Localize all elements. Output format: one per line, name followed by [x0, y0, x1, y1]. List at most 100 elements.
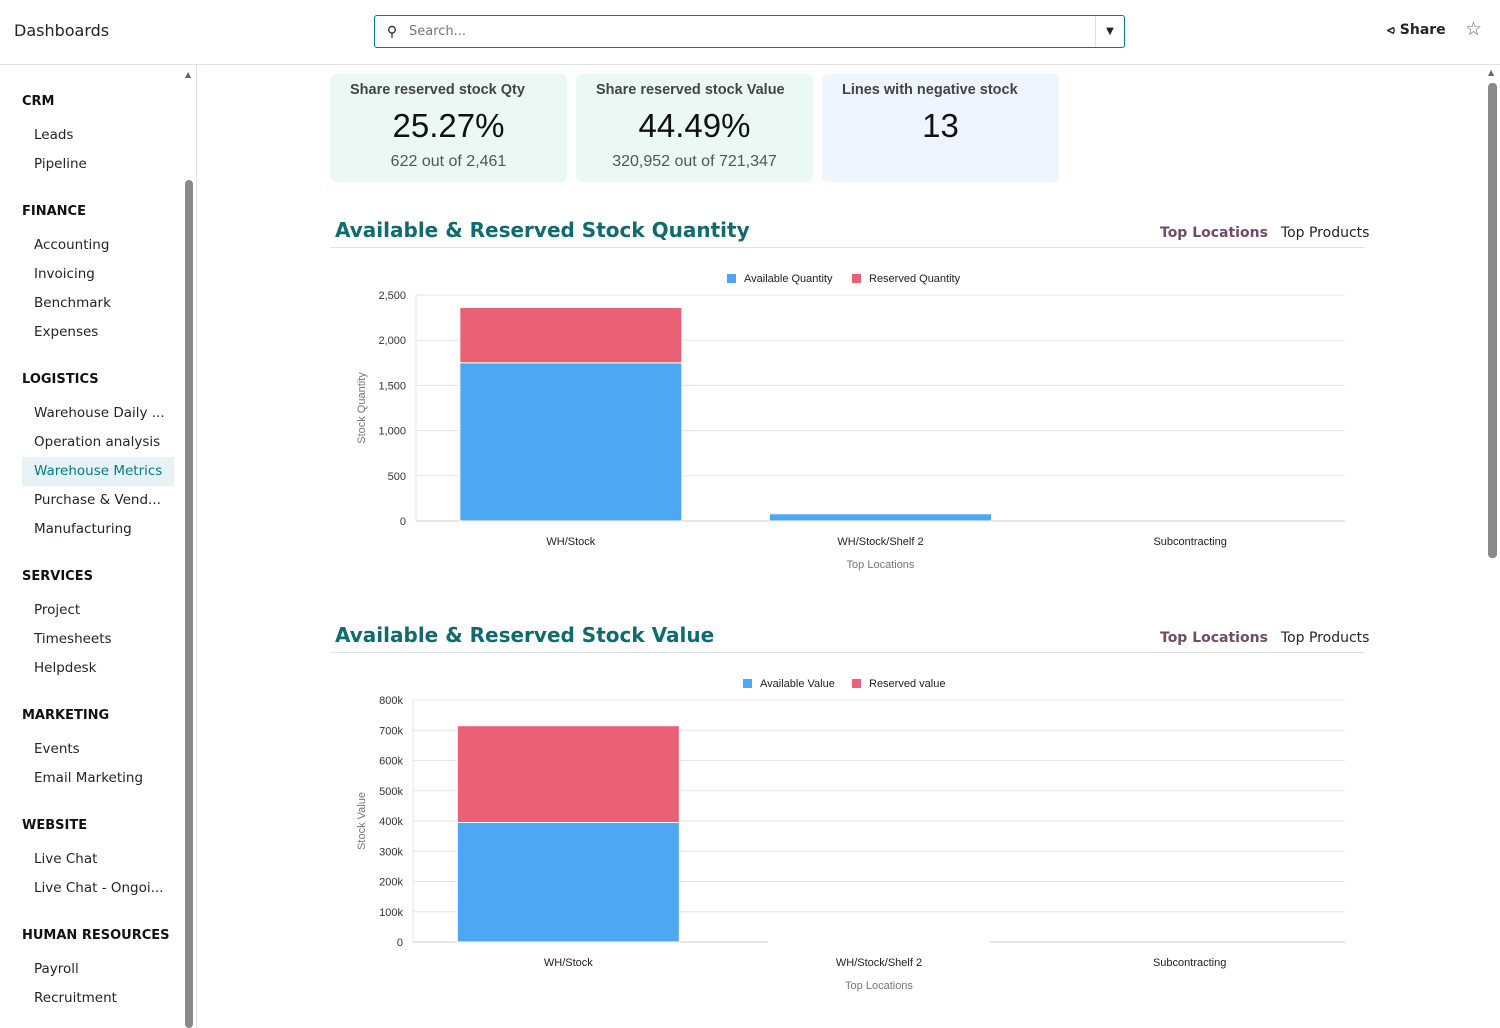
sidebar-item[interactable]: Invoicing — [34, 266, 95, 282]
legend-swatch — [852, 679, 861, 688]
sidebar-item[interactable]: Warehouse Metrics — [22, 457, 174, 486]
favorite-star-icon[interactable]: ☆ — [1465, 18, 1483, 40]
tab-top-locations[interactable]: Top Locations — [1160, 225, 1268, 241]
y-tick-label: 500k — [379, 786, 403, 798]
kpi-title: Lines with negative stock — [842, 82, 1018, 98]
sidebar-scroll-up[interactable]: ▲ — [185, 70, 192, 79]
kpi-card[interactable]: Share reserved stock Qty 25.27% 622 out of… — [330, 74, 567, 182]
search-icon: ⚲ — [386, 23, 398, 40]
x-tick-label: Subcontracting — [1153, 957, 1226, 969]
y-tick-label: 0 — [400, 516, 406, 528]
y-tick-label: 200k — [379, 877, 403, 889]
sidebar-section-header: FINANCE — [22, 204, 86, 219]
quantity-chart-tabs: Top Locations Top Products — [1160, 225, 1382, 241]
kpi-value: 44.49% — [638, 107, 751, 144]
sidebar-item[interactable]: Leads — [34, 127, 74, 143]
tab-top-products[interactable]: Top Products — [1280, 630, 1370, 646]
main-scrollbar[interactable] — [1488, 83, 1497, 558]
value-chart-tabs: Top Locations Top Products — [1160, 630, 1382, 646]
kpi-title: Share reserved stock Qty — [350, 82, 525, 98]
x-axis-label: Top Locations — [847, 559, 915, 571]
y-tick-label: 600k — [379, 756, 403, 768]
bar-available-value — [456, 822, 680, 943]
kpi-title: Share reserved stock Value — [596, 82, 785, 98]
sidebar-item[interactable]: Email Marketing — [34, 770, 144, 786]
sidebar-item[interactable]: Project — [34, 602, 81, 618]
kpi-card[interactable]: Share reserved stock Value 44.49% 320,952 … — [576, 74, 813, 182]
sidebar-item[interactable]: Warehouse Daily ... — [34, 405, 165, 421]
legend-swatch — [743, 679, 752, 688]
bar-available-quantity — [459, 362, 683, 522]
sidebar-item[interactable]: Live Chat - Ongoi... — [34, 880, 164, 896]
divider — [330, 652, 1365, 653]
y-tick-label: 2,000 — [378, 335, 406, 347]
legend-label: Available Quantity — [744, 273, 833, 285]
sidebar-item[interactable]: Helpdesk — [34, 660, 97, 676]
share-button[interactable]: ⪦ Share — [1387, 22, 1446, 38]
x-tick-label: WH/Stock/Shelf 2 — [836, 957, 922, 969]
sidebar-item[interactable]: Timesheets — [34, 631, 112, 647]
sidebar-section-header: WEBSITE — [22, 818, 88, 833]
y-axis-label: Stock Value — [356, 792, 368, 850]
legend-swatch — [852, 274, 861, 283]
main-scroll-up[interactable]: ▲ — [1488, 68, 1495, 77]
sidebar-section-header: CRM — [22, 94, 55, 109]
value-chart: 0 100k 200k 300k 400k 500k 600k 700k 800k WH/Stoc… — [356, 678, 1345, 992]
divider — [330, 247, 1365, 248]
sidebar-item[interactable]: Events — [34, 741, 80, 757]
search-box[interactable]: ⚲ ▼ — [374, 15, 1125, 48]
x-tick-label: WH/Stock/Shelf 2 — [837, 536, 923, 548]
legend-label: Reserved value — [869, 678, 945, 690]
sidebar: CRM Leads Pipeline FINANCE Accounting Invoici… — [0, 65, 197, 1028]
page-title: Dashboards — [14, 21, 110, 40]
sidebar-item[interactable]: Pipeline — [34, 156, 87, 172]
quantity-chart: 0 500 1,000 1,500 2,000 2,500 WH/Stock WH/Stock… — [356, 273, 1345, 571]
y-tick-label: 800k — [379, 695, 403, 707]
y-axis-label: Stock Quantity — [356, 372, 368, 444]
legend-label: Available Value — [760, 678, 835, 690]
y-tick-label: 100k — [379, 907, 403, 919]
sidebar-item[interactable]: Manufacturing — [34, 521, 132, 537]
sidebar-item[interactable]: Purchase & Vend... — [34, 492, 161, 508]
bar-reserved-value — [456, 725, 680, 824]
kpi-card[interactable]: Lines with negative stock 13 — [822, 74, 1059, 182]
x-tick-label: Subcontracting — [1153, 536, 1226, 548]
x-tick-label: WH/Stock — [546, 536, 595, 548]
sidebar-item[interactable]: Recruitment — [34, 990, 117, 1006]
sidebar-item[interactable]: Benchmark — [34, 295, 111, 311]
tab-top-locations[interactable]: Top Locations — [1160, 630, 1268, 646]
legend-swatch — [727, 274, 736, 283]
top-bar: Dashboards ⚲ ▼ ⪦ Share ☆ — [0, 0, 1500, 65]
y-tick-label: 300k — [379, 846, 403, 858]
y-tick-label: 700k — [379, 725, 403, 737]
kpi-subtitle: 320,952 out of 721,347 — [612, 153, 777, 170]
tab-top-products[interactable]: Top Products — [1280, 225, 1370, 241]
bar-reserved-quantity — [459, 306, 683, 364]
value-chart-title: Available & Reserved Stock Value — [335, 623, 715, 647]
y-tick-label: 1,500 — [378, 380, 406, 392]
sidebar-section-header: SERVICES — [22, 569, 93, 584]
search-dropdown-toggle[interactable]: ▼ — [1095, 16, 1124, 47]
sidebar-section-header: MARKETING — [22, 708, 110, 723]
kpi-value: 13 — [922, 107, 959, 144]
legend-label: Reserved Quantity — [869, 273, 961, 285]
kpi-subtitle: 622 out of 2,461 — [390, 153, 507, 170]
sidebar-item[interactable]: Accounting — [34, 237, 110, 253]
bar-available-value — [767, 940, 991, 943]
sidebar-item[interactable]: Live Chat — [34, 851, 98, 867]
kpi-value: 25.27% — [392, 107, 505, 144]
sidebar-section-header: HUMAN RESOURCES — [22, 928, 170, 943]
sidebar-section-header: LOGISTICS — [22, 372, 99, 387]
bar-available-quantity — [769, 513, 992, 522]
y-tick-label: 400k — [379, 816, 403, 828]
share-icon: ⪦ — [1387, 22, 1395, 38]
search-input[interactable] — [409, 24, 1095, 39]
x-tick-label: WH/Stock — [544, 957, 593, 969]
sidebar-scrollbar[interactable] — [185, 180, 193, 1028]
y-tick-label: 0 — [397, 937, 403, 949]
x-axis-label: Top Locations — [845, 980, 913, 992]
sidebar-item[interactable]: Expenses — [34, 324, 99, 340]
sidebar-item[interactable]: Operation analysis — [34, 434, 161, 450]
y-tick-label: 1,000 — [378, 426, 406, 438]
sidebar-item[interactable]: Payroll — [34, 961, 79, 977]
